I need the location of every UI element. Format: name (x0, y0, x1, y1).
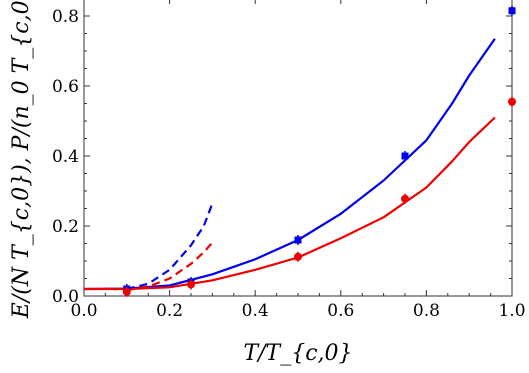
x-tick-label-0: 0.0 (70, 301, 97, 321)
series-1-line (84, 116, 496, 291)
y-tick-label-4: 0.8 (52, 7, 79, 27)
x-tick-label-4: 0.8 (413, 301, 440, 321)
y-axis-label: E/(N T_{c,0}), P/(n_0 T_{c,0}) (9, 0, 34, 319)
y-tick-label-0: 0.0 (52, 287, 79, 307)
y-tick-label-3: 0.6 (52, 77, 79, 97)
x-axis-label: T/T_{c,0} (243, 341, 352, 366)
tick-labels: 0.0 0.2 0.4 0.6 0.8 1.0 0.0 0.2 0.4 0.6 0.8 (52, 7, 526, 321)
y-tick-label-1: 0.2 (52, 217, 79, 237)
y-tick-label-2: 0.4 (52, 147, 79, 167)
series-0-line (83, 38, 496, 291)
series-2-line (126, 202, 214, 291)
x-tick-label-2: 0.4 (242, 301, 269, 321)
x-tick-label-1: 0.2 (156, 301, 183, 321)
x-tick-label-5: 1.0 (498, 301, 525, 321)
plot-frame (83, 0, 513, 297)
series-layer (83, 5, 516, 297)
ticks (83, 0, 513, 297)
x-tick-label-3: 0.6 (327, 301, 354, 321)
series-3-line (126, 241, 214, 292)
